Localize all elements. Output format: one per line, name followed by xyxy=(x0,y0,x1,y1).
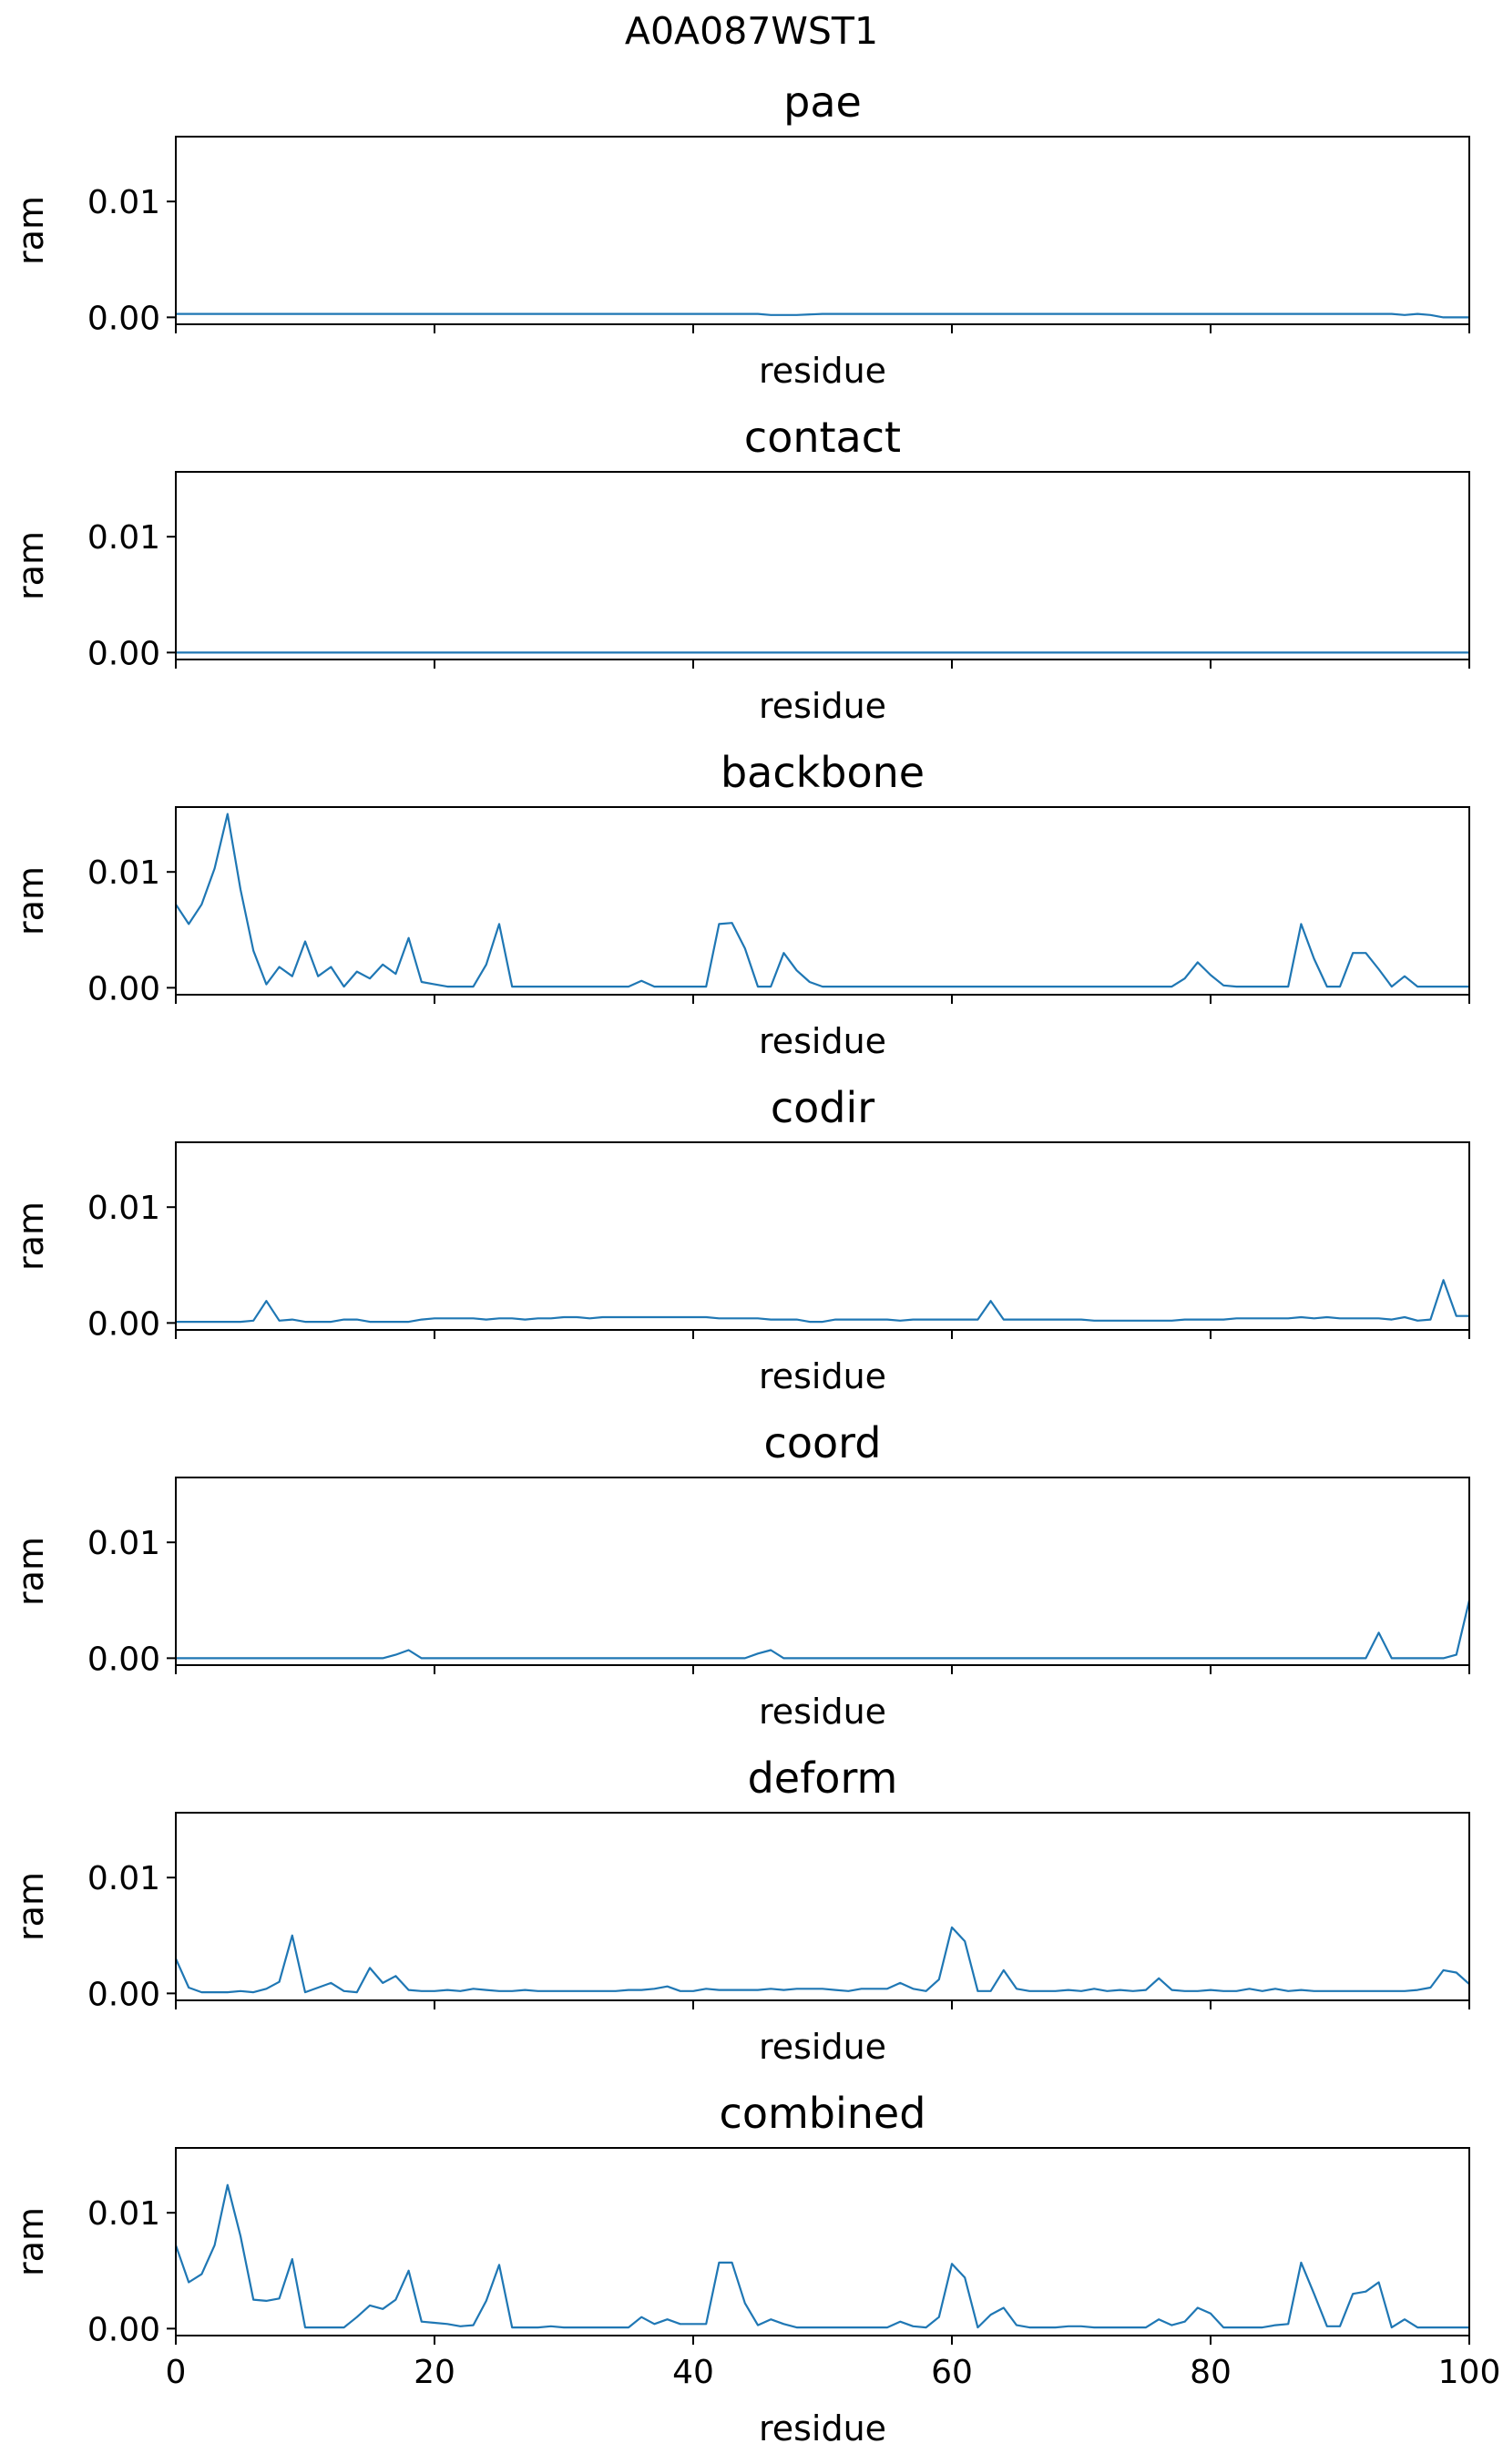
y-tick-label: 0.00 xyxy=(87,1976,160,2013)
y-axis-label: ram xyxy=(11,866,51,936)
axes-frame xyxy=(175,1812,1470,2001)
y-axis-label: ram xyxy=(11,2207,51,2276)
subplot-title: contact xyxy=(744,413,901,462)
x-axis-label: residue xyxy=(759,686,886,726)
subplot-combined: combined ram residue 0.00 0.01 0 20 40 60 80 100 xyxy=(11,2089,1500,2449)
subplot-title: combined xyxy=(720,2089,926,2138)
subplot-title: coord xyxy=(764,1418,882,1467)
y-axis-label: ram xyxy=(11,196,51,265)
axes-frame xyxy=(175,1141,1470,1331)
series-line-combined xyxy=(174,2183,1469,2329)
y-tick-label: 0.00 xyxy=(87,635,160,672)
subplot-deform: deform ram residue 0.00 0.01 xyxy=(11,1753,1470,2067)
x-tick-label: 20 xyxy=(414,2354,455,2391)
y-tick-label: 0.00 xyxy=(87,2311,160,2348)
series-line-coord xyxy=(176,1600,1471,1660)
subplot-title: backbone xyxy=(721,748,925,797)
y-tick-label: 0.00 xyxy=(87,970,160,1007)
x-tick-label: 100 xyxy=(1438,2354,1501,2391)
y-tick-label: 0.01 xyxy=(87,1525,160,1562)
subplot-panels: pae ram residue 0.00 0.01 contact ram residue 0.… xyxy=(11,77,1500,2449)
series-line-pae xyxy=(176,312,1469,319)
axes-frame xyxy=(175,136,1470,325)
x-tick-label: 60 xyxy=(931,2354,973,2391)
y-tick-label: 0.01 xyxy=(87,854,160,892)
axes-frame xyxy=(175,806,1470,996)
axes-frame xyxy=(175,1477,1470,1666)
subplot-title: pae xyxy=(783,77,862,127)
series-line-deform xyxy=(174,1926,1470,1994)
subplot-coord: coord ram residue 0.00 0.01 xyxy=(11,1418,1471,1732)
y-axis-label: ram xyxy=(11,1201,51,1271)
x-axis-label: residue xyxy=(759,1356,886,1396)
subplot-title: codir xyxy=(771,1083,874,1132)
x-axis-label: residue xyxy=(759,351,886,391)
y-axis-label: ram xyxy=(11,1537,51,1606)
x-tick-label: 80 xyxy=(1190,2354,1232,2391)
y-tick-label: 0.01 xyxy=(87,519,160,557)
subplot-title: deform xyxy=(748,1753,898,1803)
axes-frame xyxy=(175,2147,1470,2336)
x-tick-label: 40 xyxy=(672,2354,714,2391)
x-axis-label: residue xyxy=(759,1021,886,1061)
series-line-backbone xyxy=(175,813,1469,988)
subplot-pae: pae ram residue 0.00 0.01 xyxy=(11,77,1470,391)
y-tick-label: 0.00 xyxy=(87,1305,160,1343)
y-tick-label: 0.00 xyxy=(87,1641,160,1678)
figure-suptitle: A0A087WST1 xyxy=(625,9,878,53)
y-tick-label: 0.01 xyxy=(87,1860,160,1897)
x-axis-label: residue xyxy=(759,2027,886,2067)
y-axis-label: ram xyxy=(11,531,51,600)
y-tick-label: 0.01 xyxy=(87,184,160,221)
series-line-codir xyxy=(176,1279,1469,1324)
x-axis-label: residue xyxy=(759,2408,886,2449)
x-tick-label: 0 xyxy=(166,2354,187,2391)
subplot-contact: contact ram residue 0.00 0.01 xyxy=(11,413,1470,726)
y-tick-label: 0.01 xyxy=(87,2195,160,2233)
y-tick-label: 0.01 xyxy=(87,1190,160,1227)
axes-frame xyxy=(175,471,1470,660)
subplot-backbone: backbone ram residue 0.00 0.01 xyxy=(11,748,1470,1061)
y-tick-label: 0.00 xyxy=(87,300,160,337)
y-axis-label: ram xyxy=(11,1872,51,1941)
x-axis-label: residue xyxy=(759,1692,886,1732)
subplot-codir: codir ram residue 0.00 0.01 xyxy=(11,1083,1470,1396)
